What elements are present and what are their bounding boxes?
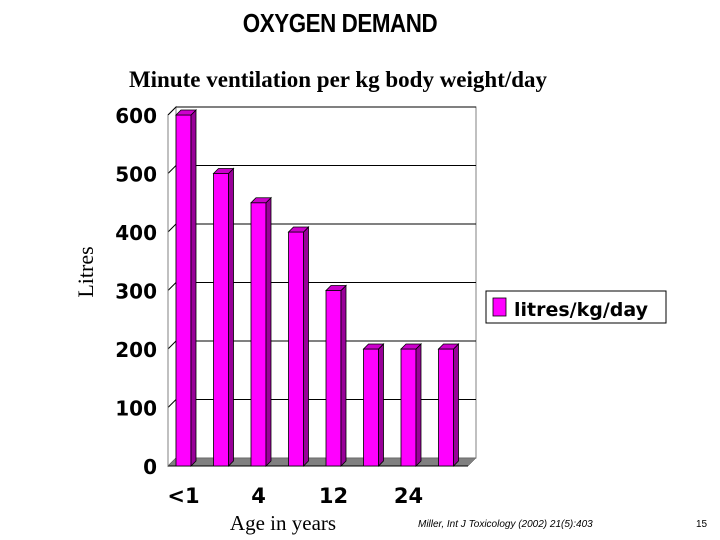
bar-side (228, 167, 234, 467)
bar (363, 348, 379, 467)
slide-title: OXYGEN DEMAND (242, 8, 438, 38)
y-tick-label: 500 (115, 163, 157, 187)
bar-side (453, 343, 459, 467)
bar (288, 231, 304, 467)
legend-box (485, 290, 667, 324)
y-axis-label: Litres (73, 246, 98, 297)
bar-side (303, 226, 309, 467)
bar (438, 348, 454, 467)
bar-top (325, 285, 347, 291)
x-tick-label: 24 (394, 484, 423, 508)
bar (175, 114, 192, 467)
bar-top (437, 343, 460, 350)
bar-top (250, 197, 272, 204)
bar (325, 290, 342, 467)
slide-number: 15 (696, 519, 708, 530)
citation: Miller, Int J Toxicology (2002) 21(5):40… (418, 519, 593, 530)
bar-side (340, 284, 347, 467)
bar-top (287, 226, 310, 233)
bar-side (378, 343, 384, 467)
legend: litres/kg/day (485, 290, 667, 324)
x-tick-label: 12 (319, 484, 348, 508)
x-tick-label: 4 (251, 484, 266, 508)
bar-side (415, 343, 422, 467)
bar-side (265, 196, 272, 467)
y-tick-label: 400 (115, 221, 157, 245)
bar (213, 173, 229, 467)
bar-side (190, 109, 197, 467)
bar-top (175, 109, 197, 116)
x-tick-label: <1 (167, 484, 199, 508)
bar-top (212, 168, 235, 174)
x-axis-label: Age in years (230, 511, 336, 535)
y-tick-label: 0 (143, 455, 157, 479)
y-tick-label: 100 (115, 397, 157, 421)
legend-label: litres/kg/day (514, 299, 649, 321)
gridline (167, 106, 476, 116)
bar-top (400, 343, 422, 350)
plot-area: 0 100 200 300 400 500 600 <1 4 12 24 (115, 104, 477, 508)
y-tick-label: 300 (115, 280, 157, 304)
bar (400, 348, 417, 467)
legend-swatch (492, 297, 507, 317)
y-tick-label: 600 (115, 104, 157, 128)
bar-top (362, 343, 385, 350)
bar (250, 202, 267, 467)
chart-title: Minute ventilation per kg body weight/da… (129, 67, 548, 92)
y-tick-label: 200 (115, 338, 157, 362)
